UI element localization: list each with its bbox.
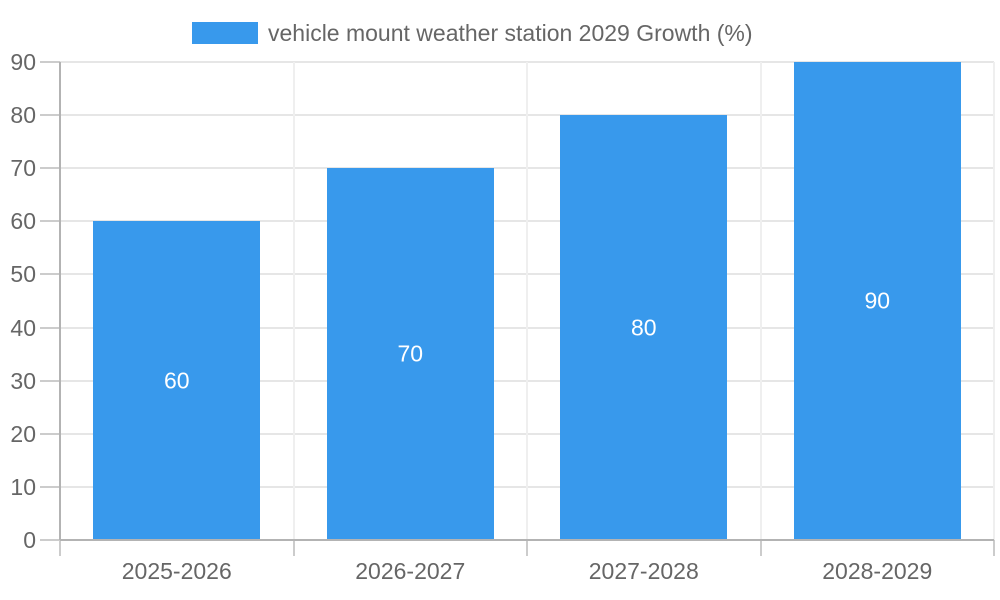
category-gridline [292,62,295,540]
category-gridline [526,62,528,540]
bar[interactable] [793,62,961,540]
y-axis-line [59,62,61,540]
y-axis-tick [40,326,60,329]
y-axis-tick-label: 30 [10,367,36,394]
x-axis-tick [759,540,762,556]
y-axis-tick [40,485,60,488]
category-gridline [993,62,995,540]
y-axis-tick [40,432,60,435]
y-axis-tick-label: 0 [23,527,36,553]
bar[interactable] [326,168,494,540]
bar-value-label: 70 [397,340,424,367]
bar-value-label: 80 [630,314,657,341]
y-axis-tick-label: 40 [10,314,36,341]
y-axis-tick-label: 80 [10,102,36,129]
x-axis-tick [292,540,295,556]
x-axis-tick [526,540,528,556]
y-axis-tick-label: 20 [10,420,36,447]
x-axis-tick [993,540,995,556]
bar[interactable] [93,221,261,540]
bar[interactable] [560,115,728,540]
y-axis-tick-label: 90 [10,49,36,75]
y-axis-tick-label: 70 [10,155,36,182]
y-axis-tick-label: 60 [10,208,36,235]
y-axis-tick [40,539,60,541]
y-axis-tick [40,220,60,223]
y-axis-tick [40,114,60,117]
y-axis-tick-label: 10 [10,473,36,500]
x-axis-category-label: 2026-2027 [355,558,466,584]
bar-value-label: 90 [864,287,891,314]
chart-legend[interactable]: vehicle mount weather station 2029 Growt… [192,20,753,46]
x-axis-category-label: 2028-2029 [822,558,933,584]
y-axis-tick [40,273,60,276]
y-axis-tick-label: 50 [10,261,36,288]
x-axis-baseline [60,539,994,541]
bar-value-label: 60 [163,367,190,394]
x-axis-category-label: 2027-2028 [588,558,699,584]
x-axis-category-label: 2025-2026 [121,558,232,584]
y-axis-tick [40,379,60,382]
x-axis-tick [59,540,61,556]
y-axis-tick [40,167,60,170]
y-axis-tick [40,61,60,63]
category-gridline [759,62,762,540]
legend-swatch [192,22,258,44]
legend-label: vehicle mount weather station 2029 Growt… [268,19,753,46]
